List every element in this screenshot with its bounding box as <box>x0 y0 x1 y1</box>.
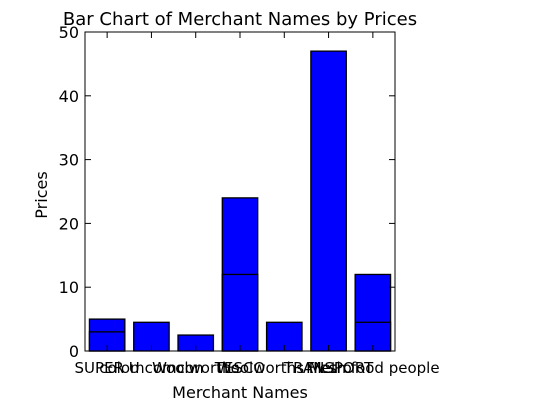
y-tick-label-4: 40 <box>59 87 79 106</box>
y-axis: 0 10 20 30 40 50 <box>59 23 395 361</box>
x-tick-label-3: TESCO <box>214 359 265 377</box>
y-tick-label-5: 50 <box>59 23 79 42</box>
x-tick-label-1: colomcomcon <box>99 359 203 377</box>
y-axis-label: Prices <box>32 171 51 218</box>
x-axis: SUPER UcolomcomconWoolworthsTESCOWoolwor… <box>75 32 440 377</box>
y-tick-label-0: 0 <box>69 342 79 361</box>
bar-5-0 <box>310 50 347 352</box>
bars-layer <box>88 50 392 352</box>
x-axis-label: Merchant Names <box>172 383 308 402</box>
x-tick-label-0: SUPER U <box>75 359 140 377</box>
y-tick-label-1: 10 <box>59 278 79 297</box>
bar-3-1 <box>221 273 259 352</box>
x-tick-label-2: Woolworths <box>152 359 239 377</box>
y-tick-label-2: 20 <box>59 214 79 233</box>
x-tick-label-4: Woolworths Metro <box>217 359 352 377</box>
chart-title: Bar Chart of Merchant Names by Prices <box>63 9 417 30</box>
y-tick-label-3: 30 <box>59 151 79 170</box>
x-tick-label-5: TRANSPORT <box>283 359 374 377</box>
x-tick-label-6: Fresh food people <box>306 359 439 377</box>
